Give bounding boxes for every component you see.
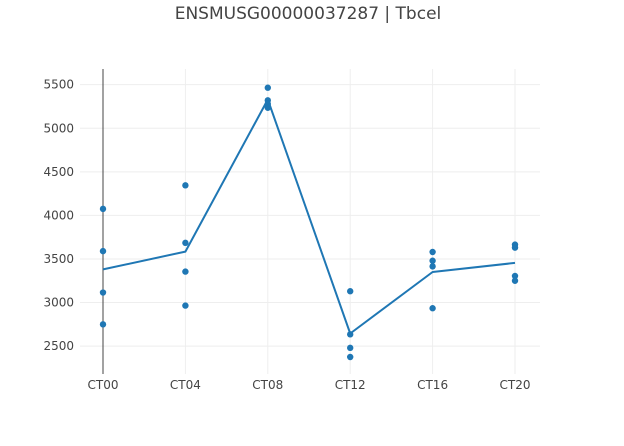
data-point: [182, 182, 189, 189]
data-point: [429, 248, 436, 256]
x-tick-label: CT16: [417, 378, 448, 392]
data-point: [99, 321, 107, 328]
chart-title: ENSMUSG00000037287 | Tbcel: [175, 4, 442, 24]
data-point: [511, 272, 519, 280]
y-tick-label: 4500: [43, 165, 74, 179]
mean-line: [102, 98, 516, 335]
data-point: [182, 268, 189, 275]
series-lines: [102, 98, 516, 335]
data-point: [511, 244, 519, 251]
data-point: [99, 205, 107, 213]
x-tick-label: CT20: [500, 378, 531, 392]
data-point: [182, 239, 189, 247]
data-point: [347, 288, 354, 295]
data-point: [429, 257, 436, 264]
data-point: [429, 263, 436, 270]
data-point: [511, 277, 519, 284]
data-point: [347, 344, 354, 352]
x-tick-label: CT12: [335, 378, 366, 392]
data-point: [429, 305, 436, 312]
data-point: [347, 331, 354, 338]
x-tick-label: CT08: [252, 378, 283, 392]
y-tick-label: 4000: [43, 208, 74, 222]
x-tick-label: CT00: [88, 378, 119, 392]
y-tick-label: 3500: [43, 252, 74, 266]
data-point: [99, 289, 107, 296]
y-tick-label: 5500: [43, 78, 74, 92]
data-point: [264, 104, 271, 111]
data-point: [347, 353, 354, 361]
x-tick-label: CT04: [170, 378, 201, 392]
data-point: [182, 302, 189, 309]
tick-labels: CT00 CT04 CT08 CT12 CT16 CT20 2500 3000 3500 4000…: [43, 78, 530, 392]
data-point: [264, 84, 271, 91]
y-tick-label: 2500: [43, 339, 74, 353]
data-point: [99, 247, 107, 255]
y-tick-label: 5000: [43, 121, 74, 135]
gridlines: [80, 69, 540, 374]
y-tick-label: 3000: [43, 296, 74, 310]
series-points: [99, 84, 519, 361]
